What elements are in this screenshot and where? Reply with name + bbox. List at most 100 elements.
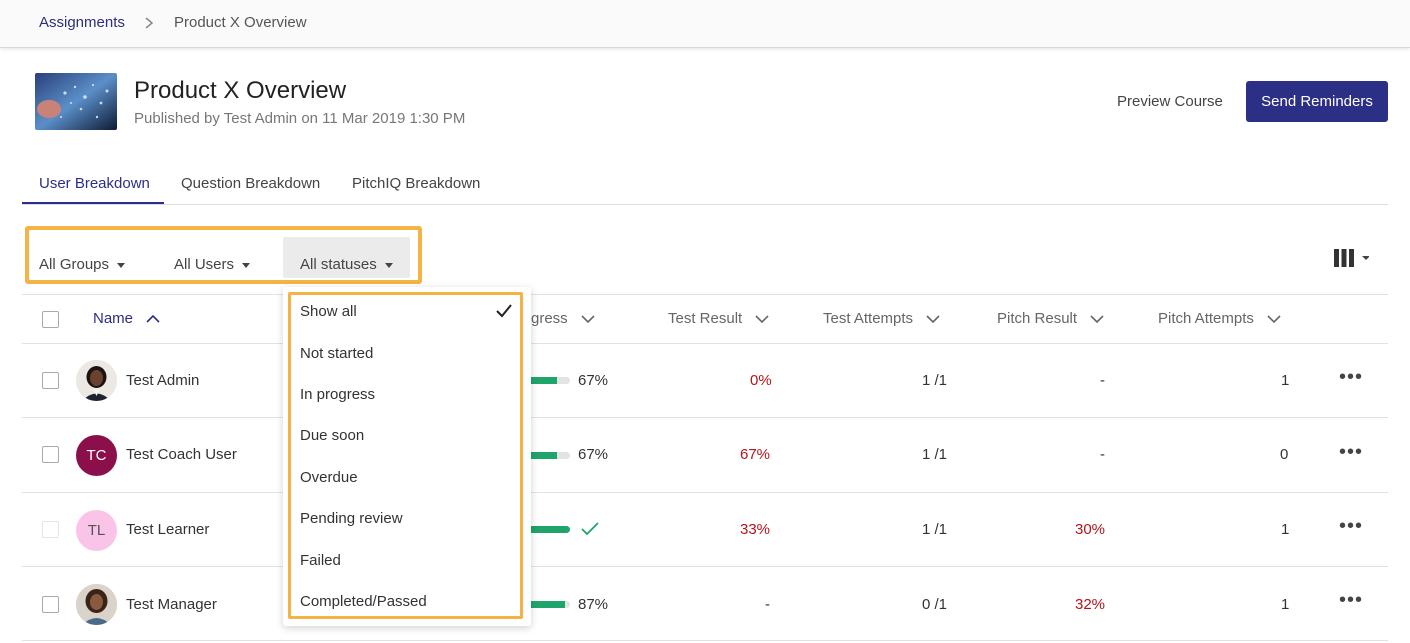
caret-down-icon xyxy=(117,262,126,268)
row-divider xyxy=(22,492,1388,493)
breadcrumb-assignments-link[interactable]: Assignments xyxy=(39,14,125,31)
breakdown-tabs: User Breakdown Question Breakdown PitchI… xyxy=(22,160,1388,205)
breadcrumb-current: Product X Overview xyxy=(174,14,307,31)
status-option-due-soon[interactable]: Due soon xyxy=(300,427,365,444)
chevron-down-icon xyxy=(1267,315,1281,324)
completed-check-icon xyxy=(581,522,599,536)
status-dropdown-menu xyxy=(283,287,531,626)
column-header-progress-label: gress xyxy=(531,310,568,327)
checkmark-icon xyxy=(496,304,512,318)
published-info: Published by Test Admin on 11 Mar 2019 1… xyxy=(134,110,466,127)
course-thumbnail xyxy=(35,73,117,130)
sort-ascending-icon xyxy=(146,314,160,323)
status-option-pending-review[interactable]: Pending review xyxy=(300,510,403,527)
status-option-overdue[interactable]: Overdue xyxy=(300,469,358,486)
chevron-down-icon xyxy=(1090,315,1104,324)
progress-bar xyxy=(531,377,570,384)
header-bottom-border xyxy=(22,343,1388,344)
avatar xyxy=(76,360,117,401)
row-checkbox[interactable] xyxy=(42,596,59,613)
user-name[interactable]: Test Coach User xyxy=(126,446,237,463)
send-reminders-button[interactable]: Send Reminders xyxy=(1246,81,1388,122)
test-attempts: 0 /1 xyxy=(922,596,948,613)
users-filter[interactable]: All Users xyxy=(174,256,251,273)
column-header-pitch-result-label: Pitch Result xyxy=(997,310,1078,327)
caret-down-icon xyxy=(384,262,393,268)
chevron-down-icon xyxy=(926,315,940,324)
progress-bar xyxy=(531,526,570,533)
status-option-not-started[interactable]: Not started xyxy=(300,345,374,362)
page-title: Product X Overview xyxy=(134,77,347,104)
pitch-attempts: 0 xyxy=(1280,446,1289,463)
pitch-attempts: 1 xyxy=(1281,372,1290,389)
preview-course-button[interactable]: Preview Course xyxy=(1117,93,1223,110)
row-checkbox[interactable] xyxy=(42,446,59,463)
row-divider xyxy=(22,417,1388,418)
column-header-test-attempts-label: Test Attempts xyxy=(823,310,914,327)
column-header-test-result[interactable]: Test Result xyxy=(668,310,770,327)
status-option-show-all[interactable]: Show all xyxy=(300,303,357,320)
groups-filter[interactable]: All Groups xyxy=(39,256,126,273)
select-all-checkbox[interactable] xyxy=(42,311,59,328)
progress-bar xyxy=(531,601,570,608)
status-filter-label: All statuses xyxy=(300,256,377,273)
tab-question-breakdown[interactable]: Question Breakdown xyxy=(181,175,321,192)
progress-fill xyxy=(531,452,558,459)
chevron-down-icon xyxy=(581,315,595,324)
avatar: TC xyxy=(76,435,117,476)
progress-fill xyxy=(531,377,558,384)
test-attempts: 1 /1 xyxy=(922,372,948,389)
column-header-name[interactable]: Name xyxy=(93,310,161,327)
more-options-icon[interactable]: ••• xyxy=(1339,441,1364,463)
pitch-attempts: 1 xyxy=(1281,596,1290,613)
more-options-icon[interactable]: ••• xyxy=(1339,366,1364,388)
status-option-failed[interactable]: Failed xyxy=(300,552,341,569)
pitch-attempts: 1 xyxy=(1281,521,1290,538)
caret-down-icon xyxy=(242,262,251,268)
columns-icon xyxy=(1334,249,1370,267)
user-name[interactable]: Test Learner xyxy=(126,521,210,538)
column-header-test-attempts[interactable]: Test Attempts xyxy=(823,310,941,327)
progress-fill xyxy=(531,601,565,608)
column-settings-button[interactable] xyxy=(1333,248,1370,273)
test-result: 67% xyxy=(740,446,771,463)
column-header-name-label: Name xyxy=(93,310,134,327)
test-result: 33% xyxy=(740,521,771,538)
status-filter-background xyxy=(283,237,410,278)
test-attempts: 1 /1 xyxy=(922,521,948,538)
active-tab-indicator xyxy=(22,202,164,204)
more-options-icon[interactable]: ••• xyxy=(1339,589,1364,611)
row-checkbox[interactable] xyxy=(42,372,59,389)
pitch-result: - xyxy=(1100,446,1105,463)
pitch-result: 32% xyxy=(1075,596,1106,613)
column-header-pitch-attempts[interactable]: Pitch Attempts xyxy=(1158,310,1282,327)
groups-filter-label: All Groups xyxy=(39,256,110,273)
table-top-border xyxy=(22,294,1388,295)
row-divider xyxy=(22,640,1388,641)
chevron-right-icon xyxy=(145,17,154,29)
users-filter-label: All Users xyxy=(174,256,235,273)
filter-highlight-box xyxy=(25,226,422,284)
row-checkbox[interactable] xyxy=(42,521,59,538)
test-result: 0% xyxy=(750,372,772,389)
status-filter[interactable]: All statuses xyxy=(300,256,393,273)
user-name[interactable]: Test Admin xyxy=(126,372,200,389)
progress-percent: 67% xyxy=(578,372,609,389)
tab-user-breakdown[interactable]: User Breakdown xyxy=(39,175,150,192)
tab-pitchiq-breakdown[interactable]: PitchIQ Breakdown xyxy=(352,175,481,192)
column-header-pitch-result[interactable]: Pitch Result xyxy=(997,310,1105,327)
column-header-progress[interactable]: gress xyxy=(531,310,596,327)
pitch-result: 30% xyxy=(1075,521,1106,538)
progress-percent: 67% xyxy=(578,446,609,463)
test-result: - xyxy=(765,596,770,613)
more-options-icon[interactable]: ••• xyxy=(1339,515,1364,537)
avatar xyxy=(76,584,117,625)
status-option-completed-passed[interactable]: Completed/Passed xyxy=(300,593,427,610)
breadcrumb-bar: Assignments Product X Overview xyxy=(0,0,1410,48)
column-header-test-result-label: Test Result xyxy=(668,310,743,327)
status-option-in-progress[interactable]: In progress xyxy=(300,386,376,403)
chevron-down-icon xyxy=(755,315,769,324)
user-name[interactable]: Test Manager xyxy=(126,596,217,613)
pitch-result: - xyxy=(1100,372,1105,389)
progress-bar xyxy=(531,452,570,459)
